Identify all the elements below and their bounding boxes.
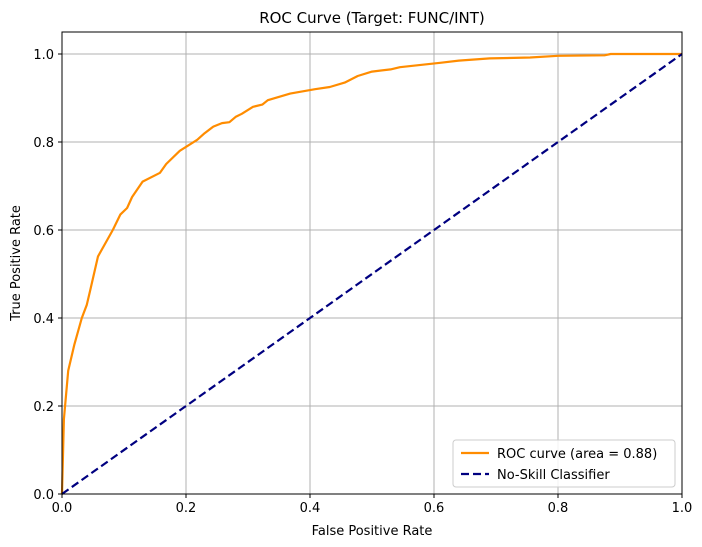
y-tick-label: 1.0 bbox=[33, 48, 54, 63]
y-tick-label: 0.6 bbox=[33, 224, 54, 239]
y-tick-label: 0.0 bbox=[33, 488, 54, 503]
legend: ROC curve (area = 0.88) No-Skill Classif… bbox=[452, 439, 676, 488]
x-tick-label: 0.4 bbox=[300, 501, 321, 516]
series-lines bbox=[60, 52, 683, 495]
x-tick-label: 0.6 bbox=[424, 501, 445, 516]
ticks: 0.0 0.2 0.4 0.6 0.8 1.0 0.0 0.2 0.4 0.6 0.8 1.0 bbox=[33, 48, 692, 516]
y-axis-label: True Positive Rate bbox=[9, 205, 24, 322]
chart-title: ROC Curve (Target: FUNC/INT) bbox=[259, 9, 485, 27]
x-tick-label: 0.8 bbox=[548, 501, 569, 516]
y-tick-label: 0.2 bbox=[33, 400, 54, 415]
axes-frame bbox=[61, 31, 683, 495]
legend-roc-label: ROC curve (area = 0.88) bbox=[497, 447, 657, 462]
roc-curve-line bbox=[60, 52, 682, 495]
x-axis-label: False Positive Rate bbox=[312, 524, 433, 539]
y-tick-label: 0.8 bbox=[33, 136, 54, 151]
no-skill-line bbox=[61, 53, 683, 495]
x-tick-label: 0.0 bbox=[52, 501, 73, 516]
x-tick-label: 0.2 bbox=[176, 501, 197, 516]
grid bbox=[61, 32, 683, 495]
x-tick-label: 1.0 bbox=[672, 501, 693, 516]
y-tick-label: 0.4 bbox=[33, 312, 54, 327]
legend-box bbox=[452, 439, 676, 488]
legend-noskill-label: No-Skill Classifier bbox=[497, 468, 610, 483]
